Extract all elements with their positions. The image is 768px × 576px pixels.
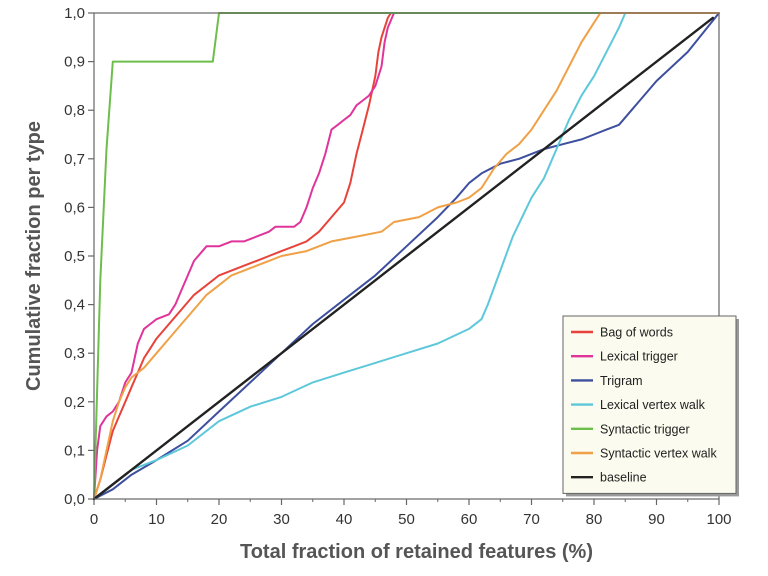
series-line-syntactic-vertex-walk [93,12,720,500]
y-tick-label: 0,3 [64,345,85,362]
x-tick-label: 90 [648,511,665,528]
x-tick-label: 10 [148,511,165,528]
x-tick-label: 100 [706,511,731,528]
x-axis-title: Total fraction of retained features (%) [240,541,593,563]
series-line-baseline [92,16,714,501]
series-line-bag-of-words [93,12,720,500]
legend-label: Syntactic vertex walk [600,447,717,461]
x-tick-label: 30 [273,511,290,528]
legend-label: Trigram [600,374,643,388]
y-tick-label: 0,0 [64,491,85,508]
legend-label: Lexical trigger [600,350,678,364]
y-axis-title: Cumulative fraction per type [23,121,45,391]
y-tick-label: 0,1 [64,442,85,459]
legend-label: Syntactic trigger [600,422,690,436]
legend: Bag of words Lexical trigger Trigram Lexica… [562,315,739,497]
x-tick-label: 70 [523,511,540,528]
x-axis-ticks: 0 10 20 30 40 50 60 70 80 90 100 [90,499,732,528]
x-tick-label: 40 [336,511,353,528]
y-tick-label: 0,9 [64,54,85,71]
x-tick-label: 60 [461,511,478,528]
y-tick-label: 0,2 [64,394,85,411]
y-tick-label: 0,4 [64,297,85,314]
x-tick-label: 50 [398,511,415,528]
series-line-lexical-trigger [93,12,720,500]
x-tick-label: 80 [586,511,603,528]
series-line-lexical-vertex-walk [93,12,720,500]
y-tick-label: 0,8 [64,102,85,119]
legend-label: baseline [600,471,647,485]
series-line-trigram [93,12,720,500]
series-layer [92,12,720,501]
plot-frame [93,12,720,500]
y-tick-label: 0,7 [64,151,85,168]
legend-label: Bag of words [600,326,673,340]
y-tick-label: 0,6 [64,199,85,216]
x-tick-label: 20 [211,511,228,528]
y-tick-label: 1,0 [64,5,85,22]
legend-label: Lexical vertex walk [600,398,706,412]
y-tick-label: 0,5 [64,248,85,265]
y-axis-ticks: 0,0 0,1 0,2 0,3 0,4 0,5 0,6 0,7 0,8 0,9 1,0 [64,5,94,508]
x-tick-label: 0 [90,511,98,528]
